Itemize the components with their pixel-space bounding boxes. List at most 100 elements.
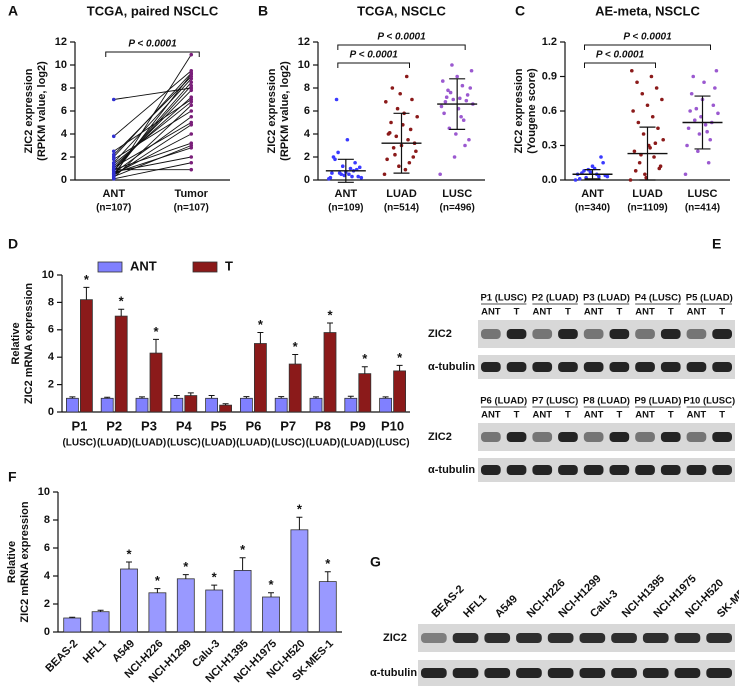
bar: [358, 373, 372, 413]
significance-label: *: [119, 294, 125, 309]
significance-label: P < 0.0001: [623, 32, 672, 43]
blot-band: [611, 668, 637, 678]
lane-label: T: [616, 410, 622, 421]
error-bar: [126, 561, 132, 569]
bar: [149, 352, 163, 413]
pair-line: [113, 133, 192, 175]
data-point: [439, 104, 444, 109]
lane-label: ANT: [532, 307, 552, 318]
x-tick-note: (LUAD): [236, 438, 270, 449]
error-bar: [361, 366, 368, 374]
x-tick-label: P1: [71, 418, 87, 433]
y-tick-label: 0: [61, 174, 67, 186]
data-point: [415, 114, 419, 119]
y-axis-label: ZIC2 mRNA expression: [19, 501, 31, 623]
data-point: [658, 164, 663, 168]
x-tick-label: ANT: [581, 188, 604, 200]
pair-line: [113, 142, 192, 171]
bar: [379, 397, 393, 413]
data-point: [333, 157, 337, 162]
y-tick-label: 0: [44, 626, 50, 638]
bar: [290, 529, 309, 633]
y-axis-label: Relative: [10, 322, 22, 364]
lane-label: HFL1: [461, 592, 489, 620]
chart-title: TCGA, paired NSCLC: [87, 3, 219, 18]
pair-line: [113, 96, 192, 167]
x-tick-note: (LUSC): [62, 438, 96, 449]
y-axis-label: (RPKM value, log2): [36, 61, 48, 161]
data-point: [457, 96, 462, 101]
x-tick-note: (LUAD): [97, 438, 131, 449]
y-tick-label: 6: [48, 324, 54, 336]
band-label: ZIC2: [428, 328, 452, 340]
data-point: [597, 174, 601, 179]
panel-letter: A: [8, 3, 18, 19]
x-tick-label: LUAD: [386, 188, 417, 200]
y-tick-label: 10: [38, 486, 50, 498]
pair-line: [113, 122, 192, 168]
blot-band: [706, 633, 732, 643]
data-point: [111, 134, 116, 139]
data-point: [696, 149, 700, 154]
data-point: [454, 132, 458, 136]
bar: [91, 611, 110, 633]
blot-band: [583, 329, 604, 339]
bar: [66, 397, 79, 413]
x-tick-label: P7: [280, 418, 296, 433]
data-point: [389, 120, 393, 125]
panel-letter: C: [515, 3, 525, 19]
x-tick-note: (LUAD): [306, 438, 340, 449]
error-bar: [347, 395, 354, 399]
lane-label: ANT: [481, 410, 501, 421]
lane-group-label: P7 (LUSC): [532, 396, 578, 407]
bar: [309, 397, 323, 413]
y-tick-label: 2: [48, 379, 54, 391]
error-bar: [173, 395, 180, 399]
blot-band: [686, 432, 707, 442]
data-point: [189, 52, 194, 57]
data-point: [645, 103, 650, 108]
significance-label: *: [327, 307, 333, 322]
y-axis-label: ZIC2 mRNA expression: [23, 283, 35, 405]
data-point: [189, 114, 194, 119]
significance-label: P < 0.0001: [596, 50, 645, 61]
y-tick-label: 10: [42, 269, 54, 281]
blot-band: [660, 362, 681, 372]
legend-swatch: [192, 261, 218, 273]
data-point: [705, 129, 709, 134]
data-point: [689, 91, 694, 96]
error-bar: [104, 396, 111, 399]
pair-line: [113, 89, 192, 169]
blot-band: [583, 362, 604, 372]
data-point: [342, 173, 347, 178]
blot-band: [506, 362, 527, 372]
data-point: [711, 103, 716, 108]
lane-label: ANT: [635, 307, 655, 318]
data-point: [648, 146, 652, 150]
data-point: [685, 143, 689, 148]
lane-group-label: P3 (LUAD): [583, 293, 630, 304]
blot-band: [642, 668, 669, 678]
data-point: [588, 170, 593, 174]
data-point: [708, 137, 713, 142]
x-tick-label: P2: [106, 418, 122, 433]
data-point: [189, 71, 194, 75]
data-point: [653, 141, 658, 145]
data-point: [330, 171, 334, 175]
bar: [80, 299, 93, 413]
blot-band: [635, 329, 655, 339]
x-tick-label: P4: [176, 418, 193, 433]
blot-band: [609, 329, 630, 339]
data-point: [189, 155, 194, 159]
y-tick-label: 10: [55, 59, 67, 71]
bar: [239, 397, 253, 413]
error-bar: [382, 396, 389, 399]
data-point: [652, 155, 656, 159]
significance-bracket: [337, 44, 466, 50]
data-point: [395, 106, 400, 111]
data-point: [334, 97, 339, 102]
data-point: [189, 74, 194, 79]
band-label: α-tubulin: [428, 361, 475, 373]
data-point: [716, 111, 720, 116]
data-point: [702, 80, 706, 85]
